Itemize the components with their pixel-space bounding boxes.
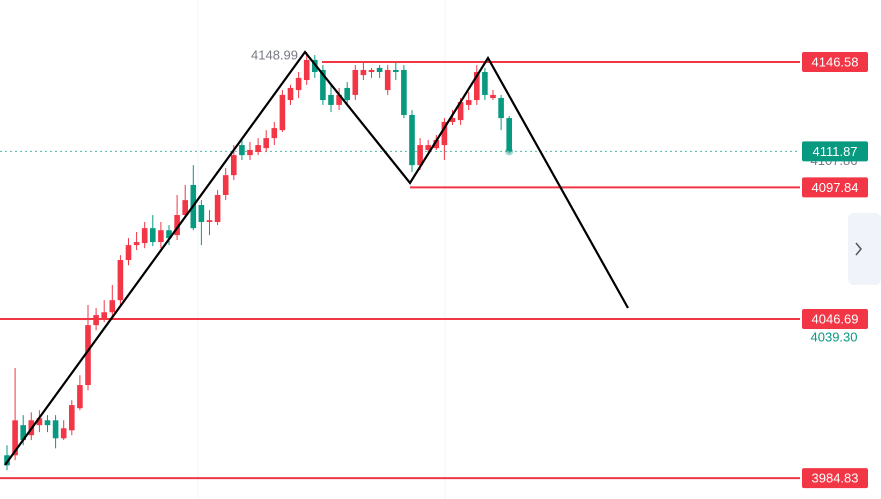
level-tag — [802, 52, 868, 73]
level-tag — [802, 468, 868, 489]
candle-body — [344, 87, 350, 101]
candle-body — [352, 69, 359, 95]
candle-body — [85, 325, 91, 386]
candle-body — [425, 145, 431, 150]
candle-body — [206, 220, 213, 222]
level-tag-label: 4146.58 — [812, 54, 859, 69]
candle-body — [36, 418, 43, 426]
candle-body — [52, 420, 59, 439]
candle-body — [287, 87, 294, 101]
pattern-lines — [4, 50, 629, 466]
candle-body — [441, 121, 448, 146]
candle-body — [263, 138, 269, 149]
candle-body — [222, 175, 229, 195]
candle-body — [20, 425, 26, 441]
candle-body — [247, 149, 253, 156]
candle-body — [457, 102, 464, 121]
candle-body — [417, 145, 423, 166]
candle-body — [360, 69, 367, 76]
high-annotation: 4148.99 — [251, 47, 298, 62]
candle-body — [506, 118, 512, 152]
candle-body — [174, 215, 180, 236]
plot: 4148.99 — [0, 47, 800, 480]
level-tag — [802, 177, 868, 198]
candle-body — [125, 245, 132, 261]
candle-body — [12, 420, 18, 456]
candle-body — [401, 69, 407, 115]
candle-body — [328, 94, 334, 105]
candle-body — [214, 194, 221, 222]
last-price-tag-label: 4111.87 — [812, 144, 857, 159]
candle-body — [336, 94, 342, 105]
candle-body — [465, 100, 472, 105]
candle-body — [239, 145, 245, 156]
level-tag-label: 4097.84 — [812, 180, 859, 195]
level-tag-label: 4046.69 — [812, 311, 859, 326]
candle-body — [141, 228, 148, 244]
last-price-glow — [505, 147, 514, 156]
candle-body — [320, 69, 326, 101]
candle-body — [449, 118, 456, 122]
level-tag — [802, 308, 868, 329]
candle-body — [133, 242, 140, 246]
candle-body — [60, 428, 67, 439]
candle-body — [44, 420, 51, 426]
candle-body — [295, 77, 302, 91]
last-price-tag — [802, 141, 868, 162]
candle-body — [198, 205, 205, 222]
candle-body — [109, 300, 116, 313]
candle-body — [77, 385, 83, 409]
candle-body — [482, 72, 488, 95]
candle-body — [101, 312, 107, 319]
candle-body — [158, 230, 164, 243]
candle-body — [231, 155, 237, 176]
price-label: 4039.30 — [811, 329, 858, 344]
scroll-button[interactable] — [848, 213, 881, 285]
candle-body — [255, 145, 261, 153]
candle-body — [271, 128, 278, 139]
candle-body — [93, 315, 99, 326]
candle-body — [279, 94, 286, 131]
candle-body — [69, 405, 75, 431]
candle-body — [474, 72, 480, 101]
candle-body — [409, 114, 415, 166]
candle-body — [166, 230, 172, 239]
candle-body — [393, 69, 399, 73]
candle-body — [376, 67, 383, 73]
candle-body — [498, 97, 504, 119]
candle-body — [182, 200, 188, 216]
candle-body — [368, 69, 375, 73]
candle-body — [490, 94, 496, 98]
candle-body — [117, 260, 124, 301]
candle-body — [384, 69, 391, 91]
candle-body — [4, 455, 10, 466]
chevron-icon — [855, 242, 862, 256]
candle-body — [150, 228, 156, 243]
candle-body — [303, 59, 310, 80]
candle-body — [433, 139, 440, 149]
level-tag-label: 3984.83 — [812, 471, 859, 486]
